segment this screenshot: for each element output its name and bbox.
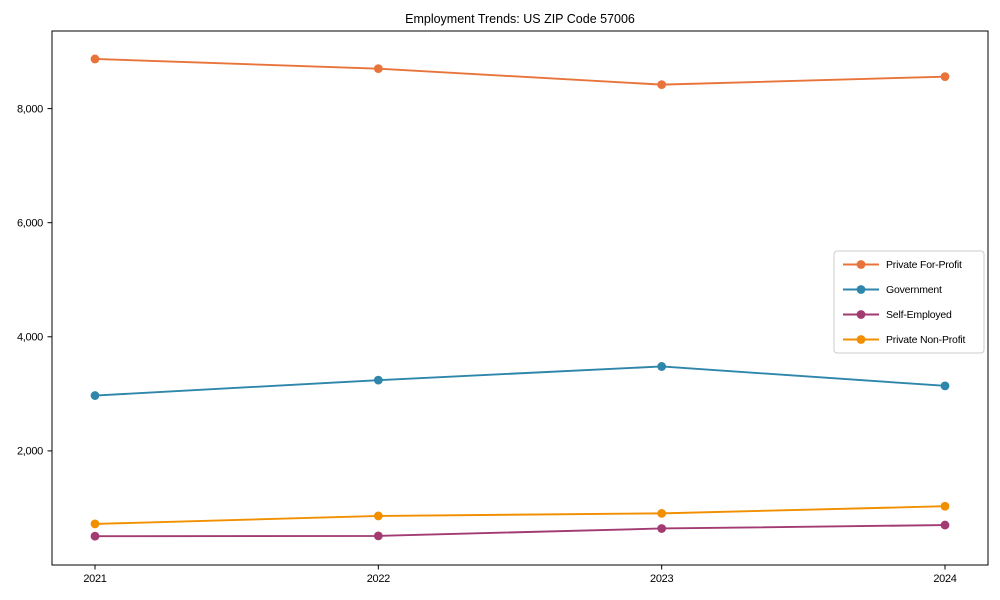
y-tick-label: 6,000: [17, 217, 43, 229]
legend-item: Private For-Profit: [843, 259, 962, 271]
legend-item: Self-Employed: [843, 309, 952, 321]
data-point: [373, 511, 383, 521]
y-tick-label: 2,000: [17, 446, 43, 458]
series-line-private-non-profit: [94, 505, 946, 525]
legend-box: [833, 250, 985, 354]
data-point: [90, 391, 100, 400]
series-line-private-for-profit: [94, 58, 946, 86]
data-point: [90, 54, 100, 64]
legend-label: Private Non-Profit: [886, 334, 966, 346]
data-point: [373, 375, 383, 385]
legend: Private For-Profit Government Self-Employe…: [833, 250, 985, 354]
data-point: [940, 72, 950, 82]
legend-label: Self-Employed: [886, 309, 952, 321]
x-tick-label: 2024: [933, 573, 956, 585]
y-tick-label: 4,000: [17, 332, 43, 344]
x-tick-label: 2021: [83, 573, 106, 585]
chart-title: Employment Trends: US ZIP Code 57006: [405, 12, 635, 26]
data-point: [940, 520, 950, 530]
legend-dot-marker: [856, 335, 866, 344]
data-point: [373, 531, 383, 541]
x-tick-label: 2023: [650, 573, 673, 585]
data-point: [657, 524, 667, 533]
legend-dot-marker: [856, 285, 866, 294]
legend-label: Government: [886, 284, 942, 296]
legend-label: Private For-Profit: [886, 259, 962, 271]
y-tick-label: 8,000: [17, 103, 43, 115]
data-point: [373, 64, 383, 74]
data-point: [940, 501, 950, 511]
data-point: [657, 508, 667, 518]
x-tick-label: 2022: [367, 573, 390, 585]
series-line-self-employed: [94, 524, 946, 538]
data-point: [657, 80, 667, 90]
legend-item: Government: [843, 284, 942, 296]
data-point: [657, 362, 667, 371]
data-point: [90, 519, 100, 529]
legend-dot-marker: [856, 260, 866, 269]
series-line-government: [94, 365, 946, 397]
legend-item: Private Non-Profit: [843, 334, 966, 346]
plot-area: 2,000 4,000 6,000 8,000 2021 2022 2023 2024: [17, 30, 989, 585]
legend-dot-marker: [856, 310, 866, 319]
data-point: [940, 381, 950, 391]
axes-spines: [51, 30, 989, 566]
data-point: [90, 531, 100, 541]
